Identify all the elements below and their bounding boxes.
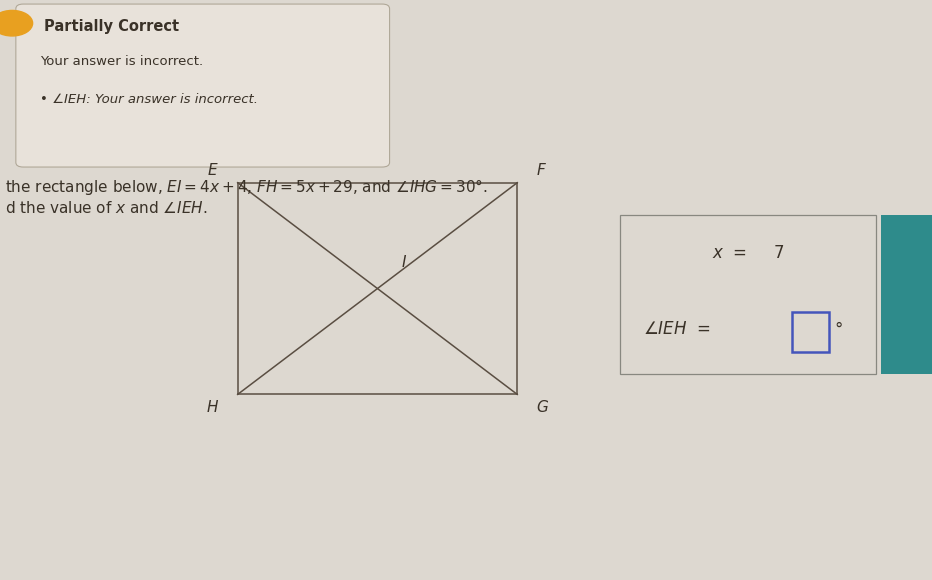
Text: $H$: $H$	[206, 399, 219, 415]
Text: $I$: $I$	[401, 255, 407, 270]
Text: °: °	[834, 320, 843, 339]
FancyBboxPatch shape	[881, 215, 932, 374]
Circle shape	[0, 10, 33, 36]
Text: $x$  =     7: $x$ = 7	[712, 244, 784, 262]
Text: the rectangle below, $EI = 4x+4$, $FH = 5x+29$, and $\mathit{\angle}IHG = 30°$.: the rectangle below, $EI = 4x+4$, $FH = …	[5, 177, 487, 197]
Text: $G$: $G$	[536, 399, 549, 415]
Text: $E$: $E$	[208, 162, 219, 178]
FancyBboxPatch shape	[792, 313, 829, 351]
Text: Your answer is incorrect.: Your answer is incorrect.	[40, 55, 203, 68]
Text: • ∠IEH: Your answer is incorrect.: • ∠IEH: Your answer is incorrect.	[40, 93, 258, 106]
Text: d the value of $x$ and $\mathit{\angle}IEH$.: d the value of $x$ and $\mathit{\angle}I…	[5, 200, 207, 216]
FancyBboxPatch shape	[620, 215, 876, 374]
Text: $\angle IEH$  =: $\angle IEH$ =	[643, 320, 710, 339]
FancyBboxPatch shape	[16, 4, 390, 167]
Text: $F$: $F$	[536, 162, 547, 178]
Text: Partially Correct: Partially Correct	[44, 19, 179, 34]
